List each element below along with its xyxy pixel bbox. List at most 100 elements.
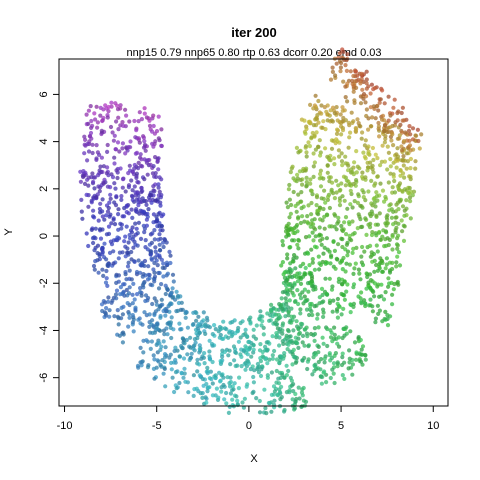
scatter-point: [199, 319, 204, 325]
scatter-point: [411, 189, 417, 194]
scatter-point: [419, 132, 424, 137]
scatter-point: [353, 79, 358, 84]
scatter-point: [136, 119, 141, 124]
scatter-point: [290, 275, 295, 280]
scatter-point: [161, 328, 166, 333]
scatter-point: [111, 249, 116, 254]
scatter-point: [402, 224, 407, 229]
scatter-point: [274, 331, 279, 336]
scatter-point: [114, 119, 119, 124]
scatter-point: [118, 123, 123, 128]
scatter-point: [287, 197, 292, 202]
scatter-point: [383, 123, 388, 128]
scatter-point: [236, 386, 241, 391]
scatter-point: [236, 339, 241, 344]
scatter-point: [370, 145, 375, 151]
scatter-point: [356, 267, 361, 272]
scatter-point: [350, 120, 355, 125]
scatter-point: [105, 209, 111, 214]
scatter-point: [200, 395, 205, 400]
scatter-point: [361, 96, 366, 101]
scatter-point: [235, 402, 240, 407]
scatter-point: [317, 225, 322, 230]
scatter-point: [353, 261, 358, 266]
scatter-point: [286, 313, 291, 318]
scatter-point: [341, 79, 346, 84]
scatter-point: [123, 151, 128, 156]
scatter-point: [174, 289, 179, 294]
scatter-point: [363, 156, 368, 161]
scatter-point: [92, 267, 97, 272]
scatter-point: [296, 332, 301, 337]
scatter-point: [162, 352, 168, 357]
scatter-point: [322, 356, 327, 361]
scatter-point: [293, 399, 298, 404]
scatter-point: [134, 171, 139, 176]
scatter-point: [98, 105, 103, 110]
scatter-point: [235, 329, 240, 334]
scatter-point: [331, 371, 336, 376]
scatter-point: [329, 253, 334, 258]
y-axis: -6 -4 -2 0 2 4 6: [38, 91, 59, 383]
scatter-point: [183, 315, 188, 320]
scatter-point: [322, 226, 327, 231]
scatter-point: [222, 397, 227, 402]
scatter-point: [369, 82, 374, 87]
scatter-point: [170, 286, 175, 291]
scatter-point: [364, 107, 369, 112]
scatter-point: [289, 306, 294, 311]
scatter-point: [393, 120, 398, 125]
scatter-point: [142, 263, 147, 268]
scatter-point: [224, 401, 229, 406]
scatter-point: [100, 209, 105, 214]
scatter-point: [179, 327, 184, 332]
scatter-point: [129, 257, 134, 262]
scatter-point: [161, 244, 166, 250]
scatter-point: [151, 123, 156, 129]
scatter-point: [289, 378, 294, 383]
scatter-point: [331, 361, 337, 366]
scatter-point: [91, 214, 96, 219]
scatter-point: [284, 200, 289, 205]
scatter-point: [375, 198, 380, 203]
scatter-point: [347, 360, 352, 365]
scatter-point: [92, 248, 97, 253]
scatter-point: [364, 232, 369, 237]
scatter-point: [351, 181, 356, 187]
scatter-point: [313, 117, 318, 122]
scatter-point: [228, 362, 233, 367]
y-tick-label: 0: [38, 233, 50, 239]
scatter-point: [204, 315, 210, 320]
scatter-point: [296, 345, 301, 350]
scatter-point: [104, 268, 109, 274]
scatter-point: [340, 355, 345, 360]
scatter-point: [404, 166, 409, 171]
scatter-point: [396, 282, 401, 287]
scatter-point: [138, 270, 143, 275]
scatter-point: [342, 333, 347, 338]
scatter-point: [281, 272, 286, 277]
scatter-point: [83, 137, 88, 142]
scatter-point: [156, 193, 161, 198]
scatter-point: [110, 175, 116, 180]
scatter-point: [296, 246, 301, 251]
scatter-point: [124, 287, 129, 293]
scatter-point: [209, 341, 215, 347]
scatter-point: [399, 148, 405, 153]
scatter-point: [127, 119, 132, 124]
scatter-point: [97, 189, 102, 194]
scatter-point: [138, 163, 144, 168]
scatter-point: [188, 335, 193, 340]
scatter-point: [351, 89, 356, 94]
scatter-point: [383, 194, 388, 200]
scatter-point: [407, 143, 413, 148]
scatter-point: [130, 301, 135, 306]
scatter-point: [333, 141, 338, 146]
scatter-point: [236, 325, 241, 331]
scatter-point: [142, 142, 148, 147]
scatter-point: [320, 374, 325, 380]
scatter-point: [401, 154, 406, 159]
scatter-point: [301, 301, 306, 306]
scatter-point: [191, 322, 196, 327]
scatter-point: [387, 270, 393, 275]
